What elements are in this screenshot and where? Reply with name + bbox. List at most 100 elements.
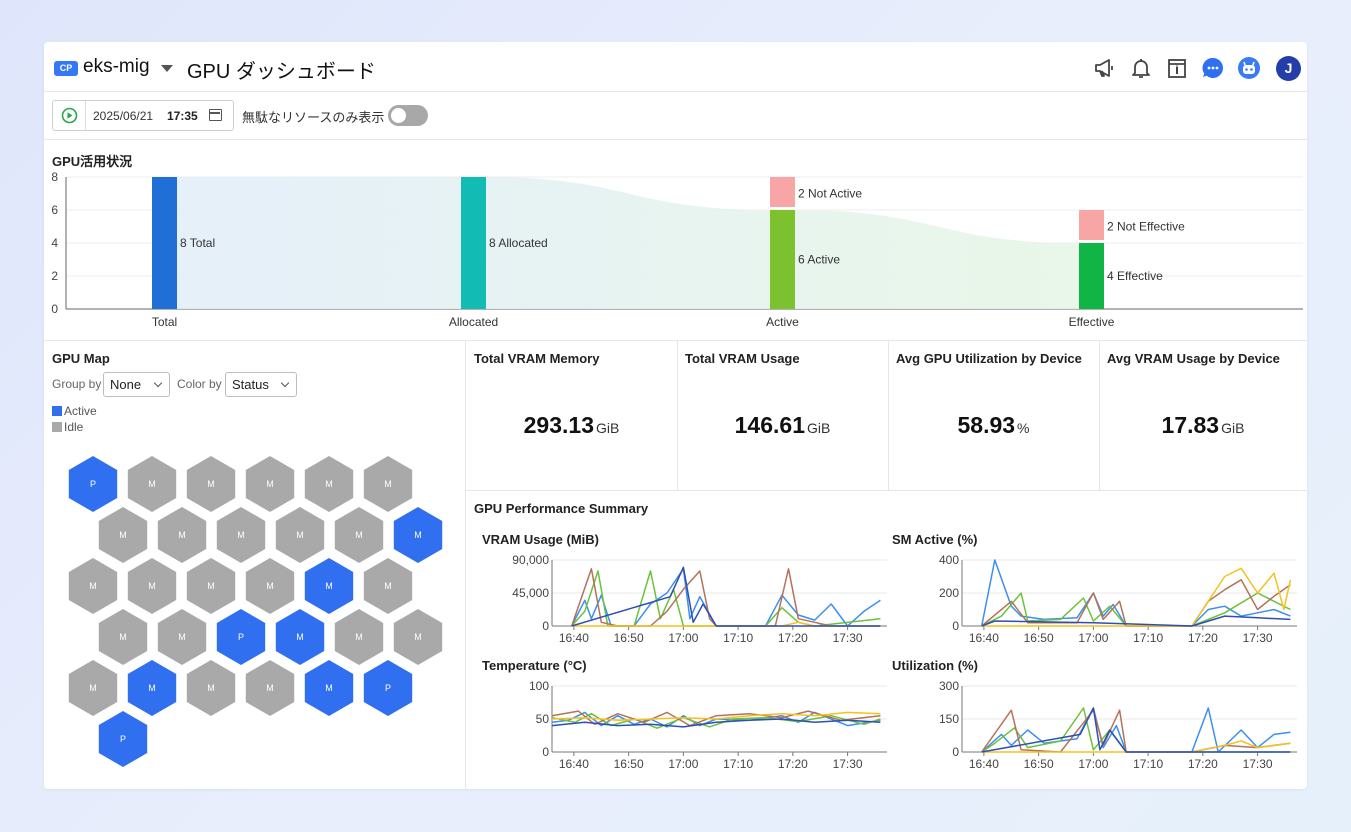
x-tick-label: 17:30 (1243, 757, 1273, 771)
gpu-hex-active (304, 660, 354, 716)
gpu-hex-label: M (178, 530, 186, 540)
legend-swatch (52, 406, 62, 416)
y-tick-label: 150 (939, 712, 959, 726)
gpu-hex-label: M (355, 632, 363, 642)
gpu-hex-idle (393, 609, 443, 665)
y-tick-label: 0 (952, 619, 959, 633)
gpu-hex-idle (304, 456, 354, 512)
kpi-number: 146.61 (734, 412, 805, 438)
gpu-hex-idle (68, 660, 118, 716)
y-tick-label: 90,000 (512, 553, 549, 567)
legend-label: Active (64, 404, 97, 418)
series-line-gpu-e (571, 566, 881, 627)
gpu-hex-idle (363, 558, 413, 614)
divider (465, 340, 466, 789)
gpu-hex-label: M (325, 683, 333, 693)
x-tick-label: 17:00 (668, 631, 698, 645)
project-name[interactable]: eks-mig (83, 56, 150, 77)
group-by-value: None (110, 377, 142, 392)
gpu-hex-label: M (414, 632, 422, 642)
series-line-gpu-b (981, 592, 1291, 627)
utilization-chart: 0 2 4 6 8 8 Total Total 8 Allocated Allocated 6 A… (51, 170, 1303, 329)
gpu-hex-label: M (119, 530, 127, 540)
calendar-info-icon[interactable] (1165, 56, 1189, 80)
gpu-hex-idle (68, 558, 118, 614)
series-line-gpu-a (980, 559, 1291, 627)
calendar-icon[interactable] (209, 109, 222, 121)
chat-icon[interactable] (1201, 56, 1225, 80)
wasted-only-label: 無駄なリソースのみ表示 (242, 110, 385, 125)
gpu-hex-label: M (266, 581, 274, 591)
legend-active[interactable]: Active (52, 404, 97, 418)
gpu-hex-label: M (266, 479, 274, 489)
time-picker[interactable]: 2025/06/21 17:35 (52, 100, 234, 131)
x-tick-label: 17:20 (1188, 631, 1218, 645)
stage-label: 8 Allocated (489, 236, 548, 250)
play-button[interactable] (53, 101, 86, 130)
x-tick-label: Effective (1069, 315, 1115, 329)
gpu-hex-idle (157, 609, 207, 665)
gpu-hex-label: M (325, 479, 333, 489)
x-tick-label: 17:00 (1078, 631, 1108, 645)
series-line-gpu-c (570, 568, 881, 627)
y-tick-label: 0 (542, 745, 549, 759)
x-tick-label: 17:10 (1133, 631, 1163, 645)
x-tick-label: Allocated (449, 315, 498, 329)
divider (677, 340, 678, 490)
series-line-gpu-a (551, 711, 881, 728)
kpi-title: Avg VRAM Usage by Device (1107, 351, 1280, 366)
color-by-label: Color by (177, 377, 222, 391)
kpi-number: 293.13 (523, 412, 594, 438)
gpu-hex-label: M (325, 581, 333, 591)
avatar[interactable]: J (1276, 56, 1301, 81)
gpu-hex-idle (334, 609, 384, 665)
x-tick-label: 17:30 (833, 757, 863, 771)
kpi-number: 17.83 (1161, 412, 1220, 438)
x-tick-label: 17:20 (1188, 757, 1218, 771)
x-tick-label: 17:30 (833, 631, 863, 645)
gpu-hex-active (363, 660, 413, 716)
temperature-chart: 0 50 100 16:40 16:50 17:00 17:10 17:20 17:30 (529, 679, 887, 771)
wasted-only-toggle[interactable] (388, 105, 428, 126)
x-tick-label: 16:50 (1024, 757, 1054, 771)
megaphone-icon[interactable] (1093, 56, 1117, 80)
toggle-knob (391, 108, 406, 123)
series-line-gpu-c (981, 709, 1291, 753)
series-line-gpu-d (981, 567, 1292, 627)
y-tick-label: 0 (952, 745, 959, 759)
series-line-gpu-d (551, 711, 881, 722)
gpu-hex-label: M (296, 632, 304, 642)
kpi-value: 58.93% (888, 412, 1099, 439)
bell-icon[interactable] (1129, 56, 1153, 80)
chevron-down-icon (280, 378, 290, 388)
stage-bar (770, 177, 795, 207)
legend-label: Idle (64, 420, 84, 434)
gpu-hex-label: P (238, 632, 244, 642)
bot-icon[interactable] (1237, 56, 1261, 80)
gpu-hex-label: M (237, 530, 245, 540)
color-by-select[interactable]: Status (225, 372, 297, 397)
gpu-hex-label: M (89, 683, 97, 693)
gpu-hex-idle (127, 456, 177, 512)
gpu-hex-map: P M M M M M M M M M M M M M M M M M M M P M M M M M M M M P P (68, 456, 443, 767)
gpu-hex-label: P (90, 479, 96, 489)
legend-idle[interactable]: Idle (52, 420, 83, 434)
y-tick-label: 4 (51, 236, 58, 250)
group-by-select[interactable]: None (103, 372, 170, 397)
gpu-hex-idle (216, 507, 266, 563)
kpi-value: 17.83 GiB (1099, 412, 1307, 439)
kpi-number: 58.93 (957, 412, 1016, 438)
x-tick-label: 17:00 (1078, 757, 1108, 771)
gpu-hex-active (275, 609, 325, 665)
kpi-title: Total VRAM Usage (685, 351, 800, 366)
x-tick-label: 17:30 (1243, 631, 1273, 645)
series-line-gpu-a (571, 568, 881, 627)
performance-title: GPU Performance Summary (474, 501, 649, 516)
stage-bar (770, 210, 795, 309)
x-tick-label: 16:50 (614, 631, 644, 645)
x-tick-label: 17:00 (668, 757, 698, 771)
gpu-hex-label: M (148, 479, 156, 489)
series-line-gpu-b (571, 570, 881, 627)
gpu-hex-idle (245, 456, 295, 512)
chevron-down-icon[interactable] (161, 65, 173, 72)
